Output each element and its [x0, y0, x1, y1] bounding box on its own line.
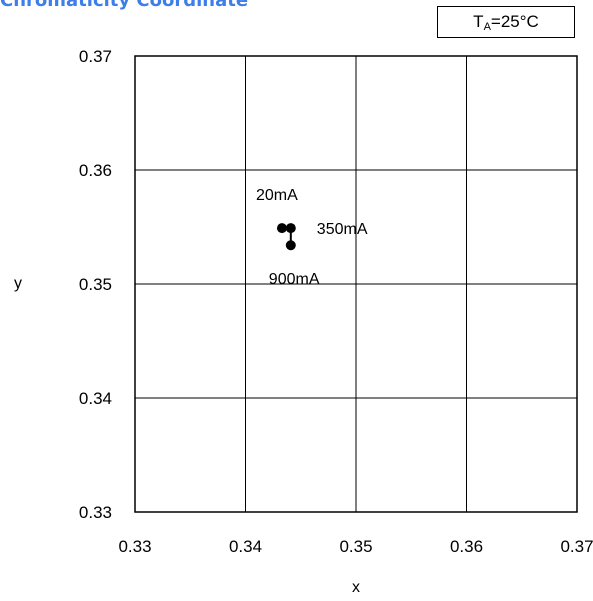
y-tick-labels: 0.33 0.34 0.35 0.36 0.37: [79, 47, 112, 522]
data-point: [276, 223, 287, 234]
plot-grid: [135, 56, 577, 512]
data-point: [285, 240, 296, 251]
y-tick-label: 0.37: [79, 47, 112, 66]
y-tick-label: 0.35: [79, 275, 112, 294]
y-tick-label: 0.34: [79, 389, 112, 408]
data-point: [285, 223, 296, 234]
condition-prefix: T: [473, 12, 484, 31]
chart-title: Chromaticity Coordinate: [0, 0, 249, 11]
x-tick-label: 0.33: [118, 537, 151, 556]
x-tick-label: 0.36: [450, 537, 483, 556]
condition-value: =25°C: [490, 12, 539, 31]
y-tick-label: 0.36: [79, 161, 112, 180]
data-label: 900mA: [269, 271, 320, 288]
plot-frame: [134, 55, 578, 513]
x-tick-labels: 0.33 0.34 0.35 0.36 0.37: [118, 537, 593, 556]
data-series: [276, 223, 296, 251]
point-labels: 20mA 350mA 900mA: [256, 187, 368, 288]
x-tick-label: 0.35: [339, 537, 372, 556]
condition-subscript: A: [483, 21, 491, 33]
x-axis-label: x: [352, 579, 360, 596]
x-tick-label: 0.37: [560, 537, 593, 556]
x-tick-label: 0.34: [229, 537, 262, 556]
condition-box: TA=25°C: [437, 6, 575, 38]
data-label: 20mA: [256, 187, 298, 204]
data-label: 350mA: [317, 221, 368, 238]
y-tick-label: 0.33: [79, 503, 112, 522]
y-axis-label: y: [14, 275, 22, 292]
